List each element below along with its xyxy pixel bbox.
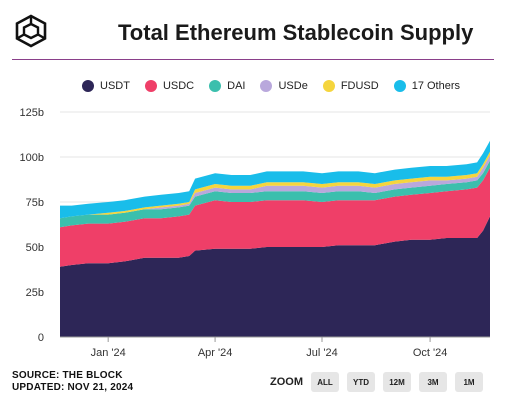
zoom-label: ZOOM: [270, 376, 303, 388]
legend-label: USDe: [278, 80, 308, 92]
the-block-logo-icon: [15, 14, 47, 48]
legend-swatch: [209, 80, 222, 92]
legend-label: DAI: [227, 80, 246, 92]
title-divider: [12, 59, 494, 60]
legend-item-usde[interactable]: USDe: [260, 80, 308, 92]
legend-item-usdc[interactable]: USDC: [144, 80, 195, 92]
y-tick-label: 50b: [26, 242, 44, 254]
legend-item-usdt[interactable]: USDT: [82, 80, 130, 92]
y-tick-label: 0: [38, 332, 44, 344]
updated-label: UPDATED: NOV 21, 2024: [12, 382, 134, 393]
legend-label: USDT: [100, 80, 130, 92]
zoom-controls: ZOOM ALL YTD 12M 3M 1M: [270, 372, 483, 392]
legend-swatch: [322, 80, 335, 92]
source-label: SOURCE: THE BLOCK: [12, 370, 123, 381]
zoom-1m-button[interactable]: 1M: [455, 372, 483, 392]
x-tick-label: Apr '24: [198, 347, 233, 359]
legend-swatch: [144, 80, 157, 92]
chart-legend: USDT USDC DAI USDe FDUSD 17 Others: [82, 80, 475, 92]
stacked-area-chart: 0 25b 50b 75b 100b 125b Jan '24 Apr '24 Jul '24 O…: [20, 107, 490, 359]
zoom-3m-button[interactable]: 3M: [419, 372, 447, 392]
legend-item-others[interactable]: 17 Others: [393, 80, 461, 92]
zoom-ytd-button[interactable]: YTD: [347, 372, 375, 392]
legend-label: 17 Others: [411, 80, 461, 92]
legend-item-dai[interactable]: DAI: [209, 80, 245, 92]
header: Total Ethereum Stablecoin Supply: [0, 0, 512, 60]
y-tick-label: 100b: [20, 152, 44, 164]
area-series-usdc: [60, 167, 490, 267]
y-tick-label: 125b: [20, 107, 44, 119]
area-series-dai: [60, 160, 490, 228]
zoom-all-button[interactable]: ALL: [311, 372, 339, 392]
y-tick-label: 25b: [26, 287, 44, 299]
area-series-fdusd: [60, 151, 490, 219]
source-note: SOURCE: THE BLOCK UPDATED: NOV 21, 2024: [12, 370, 133, 394]
area-series-usdt: [60, 216, 490, 337]
legend-label: FDUSD: [340, 80, 379, 92]
chart-title: Total Ethereum Stablecoin Supply: [118, 20, 474, 45]
y-tick-label: 75b: [26, 197, 44, 209]
legend-item-fdusd[interactable]: FDUSD: [322, 80, 379, 92]
legend-swatch: [393, 80, 406, 92]
x-tick-label: Jul '24: [306, 347, 337, 359]
legend-swatch: [260, 80, 273, 92]
area-series-17-others: [60, 140, 490, 219]
legend-swatch: [82, 80, 94, 92]
area-series-usde: [60, 155, 490, 219]
x-tick-label: Oct '24: [413, 347, 448, 359]
zoom-12m-button[interactable]: 12M: [383, 372, 411, 392]
x-tick-label: Jan '24: [91, 347, 126, 359]
legend-label: USDC: [162, 80, 195, 92]
